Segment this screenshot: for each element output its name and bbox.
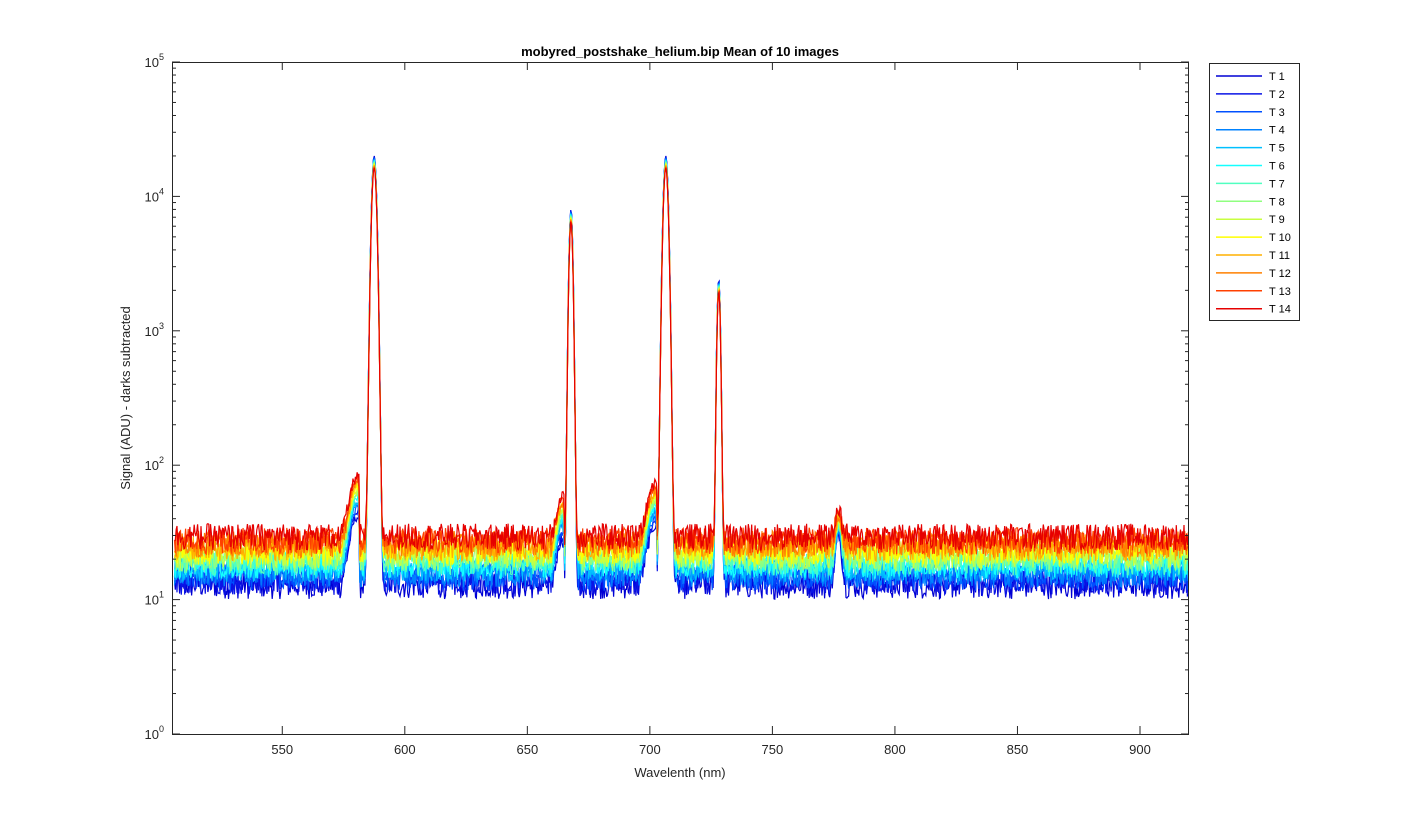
legend-label-t-3: T 3 — [1269, 107, 1285, 119]
plot-area — [172, 62, 1189, 734]
x-tick-label: 750 — [762, 742, 784, 757]
legend-label-t-10: T 10 — [1269, 232, 1291, 244]
x-tick-label: 700 — [639, 742, 661, 757]
legend-label-t-4: T 4 — [1269, 125, 1285, 137]
y-tick-label: 102 — [145, 455, 164, 473]
x-tick-label: 800 — [884, 742, 906, 757]
legend-label-t-14: T 14 — [1269, 304, 1291, 316]
x-tick-label: 900 — [1129, 742, 1151, 757]
legend-label-t-12: T 12 — [1269, 268, 1291, 280]
x-axis-ticks: 550 600 650 700 750 800 850 900 — [271, 62, 1151, 757]
x-tick-label: 550 — [271, 742, 293, 757]
y-axis-ticks: 100 101 102 103 104 105 — [145, 52, 1189, 742]
legend-label-t-1: T 1 — [1269, 71, 1285, 83]
y-tick-label: 100 — [145, 724, 164, 742]
legend-label-t-7: T 7 — [1269, 178, 1285, 190]
series-lines — [173, 155, 1189, 601]
series-line-t-14 — [174, 167, 1189, 552]
y-tick-label: 103 — [145, 321, 164, 339]
plot-frame — [172, 62, 1189, 735]
x-tick-label: 600 — [394, 742, 416, 757]
legend-label-t-6: T 6 — [1269, 161, 1285, 173]
legend: T 1 T 2 T 3 T 4 T 5 T 6 T 7 T 8 T 9 T 10 T 11 T 12 T… — [1209, 63, 1300, 321]
chart-title: mobyred_postshake_helium.bip Mean of 10 … — [521, 44, 839, 59]
y-tick-label: 105 — [145, 52, 164, 70]
y-tick-label: 101 — [145, 590, 164, 608]
legend-label-t-5: T 5 — [1269, 143, 1285, 155]
legend-label-t-2: T 2 — [1269, 89, 1285, 101]
y-tick-label: 104 — [145, 186, 164, 204]
y-axis-label: Signal (ADU) - darks subtracted — [118, 306, 133, 490]
legend-label-t-9: T 9 — [1269, 214, 1285, 226]
x-axis-label: Wavelenth (nm) — [634, 765, 725, 780]
x-tick-label: 850 — [1007, 742, 1029, 757]
x-tick-label: 650 — [516, 742, 538, 757]
legend-label-t-13: T 13 — [1269, 286, 1291, 298]
legend-label-t-11: T 11 — [1269, 250, 1290, 262]
legend-label-t-8: T 8 — [1269, 196, 1285, 208]
legend-box — [1209, 63, 1300, 321]
